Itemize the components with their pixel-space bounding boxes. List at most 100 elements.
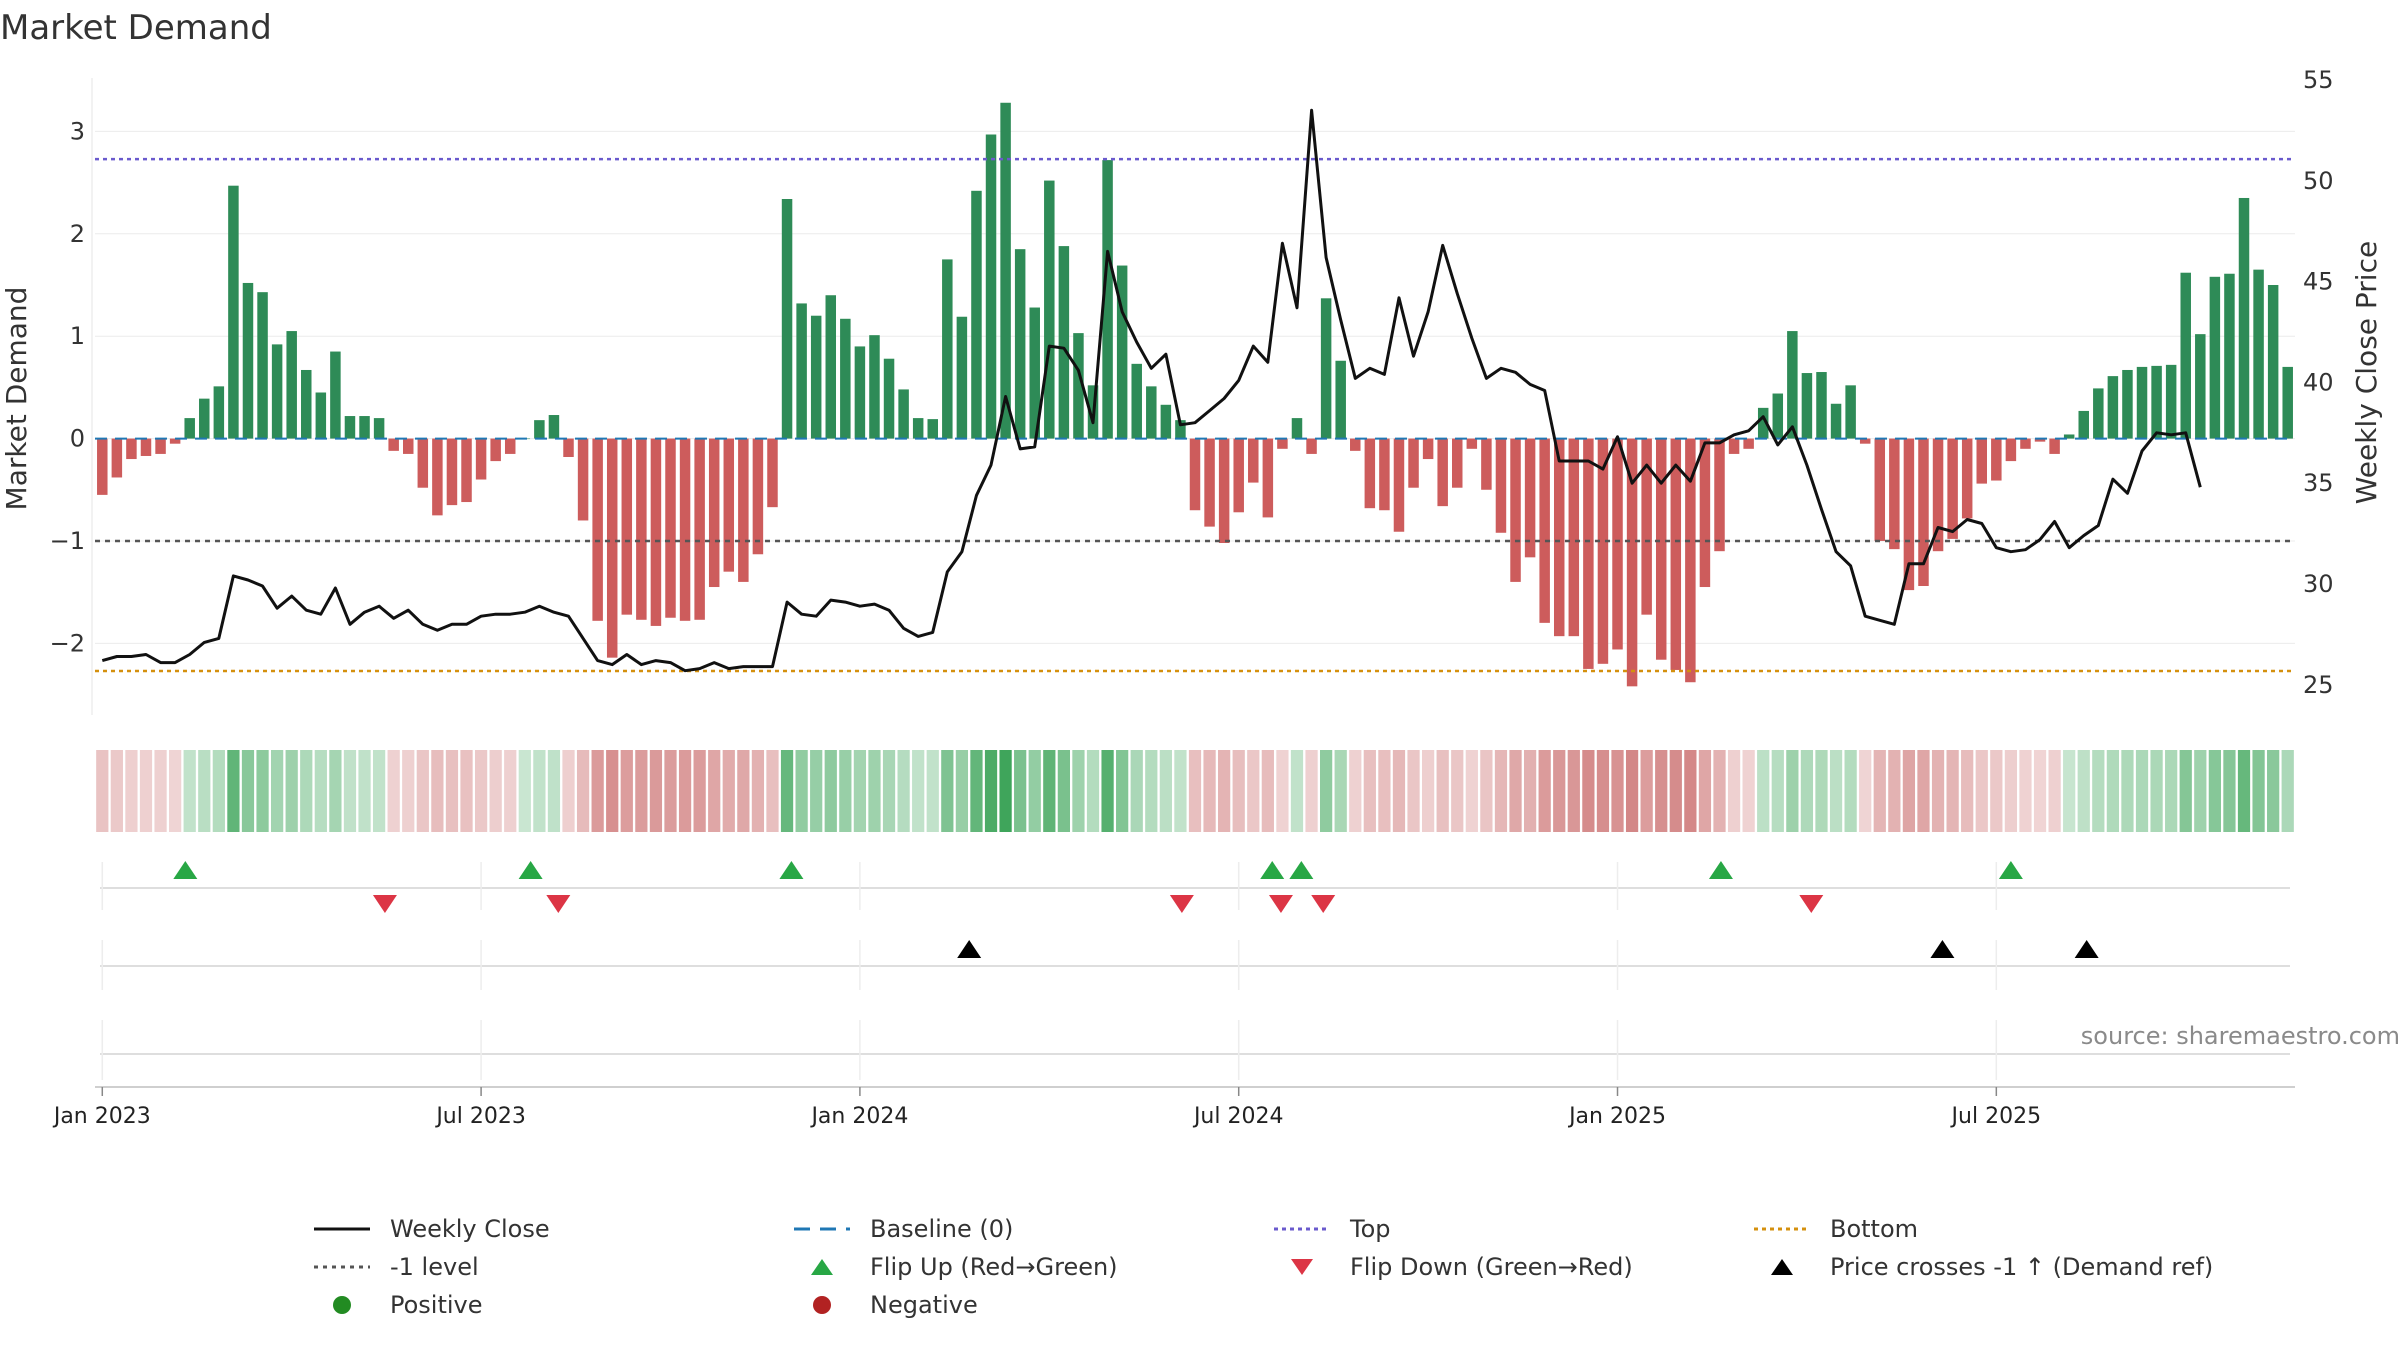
heat-cell (1247, 750, 1260, 832)
legend-top-label: Top (1350, 1215, 1391, 1243)
demand-bar (1641, 438, 1652, 615)
demand-bar (2005, 438, 2017, 462)
demand-bar (2224, 273, 2235, 439)
heat-cell (96, 750, 109, 832)
legend-baseline-swatch (794, 1227, 850, 1231)
heat-cell (358, 750, 371, 832)
demand-bar (1524, 438, 1536, 558)
demand-bar (1670, 438, 1682, 670)
demand-bar (2195, 334, 2206, 439)
heat-cell (795, 750, 808, 832)
demand-bar (679, 438, 691, 621)
demand-bar (1772, 393, 1784, 439)
demand-bar (854, 346, 866, 439)
demand-bar (1291, 418, 1303, 439)
heat-cell (780, 750, 794, 832)
heat-cell (664, 750, 677, 832)
heat-cell (416, 750, 429, 832)
demand-bar (1058, 246, 1070, 439)
demand-bar (2253, 269, 2264, 439)
demand-bar (738, 438, 749, 582)
demand-bar (1481, 438, 1492, 490)
heat-cell (2033, 750, 2047, 832)
heat-cell (1553, 750, 1566, 832)
heat-cell (2194, 750, 2207, 832)
y2-tick-label: 50 (2303, 167, 2334, 195)
demand-bar (2136, 366, 2148, 439)
heat-cell (1334, 750, 1347, 832)
heat-cell (154, 750, 167, 832)
heat-cell (1742, 750, 1755, 832)
y2-tick-label: 25 (2303, 671, 2334, 699)
heat-cell (591, 750, 604, 832)
demand-bar (1277, 438, 1288, 449)
demand-bar (796, 303, 807, 439)
heat-cell (576, 750, 590, 832)
demand-bar (330, 351, 341, 439)
demand-bar (1335, 360, 1346, 439)
heat-cell (343, 750, 357, 832)
heat-cell (1815, 750, 1828, 832)
heat-cell (2150, 750, 2163, 832)
legend-bottom-swatch (1754, 1227, 1810, 1231)
y2-tick-label: 45 (2303, 268, 2334, 296)
demand-bar (1422, 438, 1434, 460)
demand-bar (1510, 438, 1521, 582)
grid-lines (95, 130, 2295, 644)
flip-up-marker (1998, 861, 2023, 879)
demand-bar (1204, 438, 1215, 527)
demand-bar (1073, 333, 1084, 439)
heat-cell (897, 750, 910, 832)
y2-tick-label: 40 (2303, 368, 2334, 396)
x-tick-label: Jul 2023 (434, 1104, 526, 1129)
legend-minus-one-swatch (314, 1265, 370, 1269)
heat-cell (1640, 750, 1653, 832)
heat-cell (1043, 750, 1056, 832)
heat-cell (1961, 750, 1974, 832)
demand-bar (1568, 438, 1580, 637)
demand-bar (1699, 438, 1711, 588)
demand-bar (1364, 438, 1376, 509)
demand-bar (417, 438, 429, 488)
heat-cell (1538, 750, 1551, 832)
heat-cell (2019, 750, 2032, 832)
chart-title: Market Demand (0, 8, 272, 48)
close-price-series (101, 108, 2202, 673)
legend-flip-up-swatch (811, 1259, 833, 1275)
heat-cell (751, 750, 765, 832)
heat-cell (1567, 750, 1580, 832)
market-demand-chart: 3 2 1 0 −1 −2 55 50 45 40 35 30 25 Market Demand Weekl… (0, 66, 2383, 1129)
heat-cell (2223, 750, 2236, 832)
heat-cell (2237, 750, 2251, 832)
legend-negative-label: Negative (870, 1291, 978, 1319)
demand-bar (126, 438, 137, 460)
heat-cell (110, 750, 123, 832)
heat-cell (2179, 750, 2192, 832)
heat-cell (926, 750, 939, 832)
heat-cell (1014, 750, 1027, 832)
demand-bar (563, 438, 574, 457)
legend-top: Top (1272, 1215, 1391, 1243)
demand-bar (606, 438, 618, 658)
demand-bar (301, 369, 312, 439)
demand-bar (650, 438, 662, 626)
demand-bar (1991, 438, 2002, 481)
demand-bar (1218, 438, 1230, 543)
heat-cell (2252, 750, 2265, 832)
heat-cell (1188, 750, 1202, 832)
legend-negative-swatch (813, 1296, 831, 1314)
flip-down-marker (1169, 895, 1194, 913)
demand-bar (169, 438, 181, 444)
heat-cell (402, 750, 415, 832)
heat-cell (1859, 750, 1872, 832)
demand-bar (475, 438, 487, 480)
heat-cell (1290, 750, 1304, 832)
demand-bar (840, 318, 851, 439)
x-axis: Jan 2023 Jul 2023 Jan 2024 Jul 2024 Jan 2025… (52, 1086, 2295, 1129)
demand-bar (1714, 438, 1725, 552)
demand-bar (1976, 438, 1987, 484)
demand-bar (1320, 298, 1332, 439)
demand-bar (636, 438, 647, 620)
legend-negative: Negative (792, 1291, 978, 1319)
heat-cell (300, 750, 313, 832)
